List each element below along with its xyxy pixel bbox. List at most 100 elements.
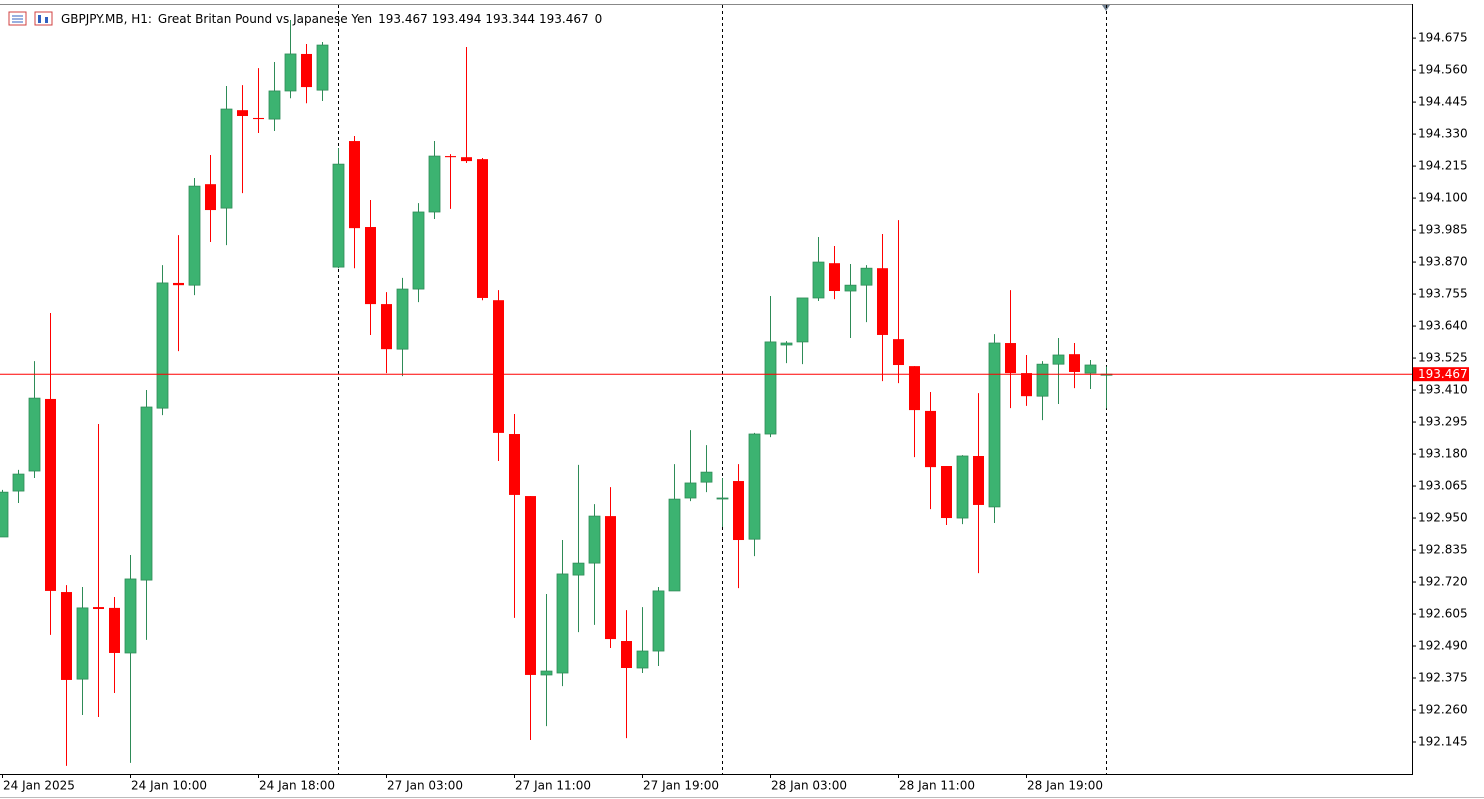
- candle-body: [1084, 364, 1097, 374]
- y-tick-label: 193.180: [1418, 447, 1468, 461]
- description: Great Britan Pound vs Japanese Yen: [158, 12, 372, 26]
- candle-body: [93, 607, 104, 610]
- x-tick-label: 28 Jan 19:00: [1027, 779, 1103, 793]
- y-tick-label: 192.605: [1418, 607, 1468, 621]
- x-tick-label: 28 Jan 11:00: [899, 779, 975, 793]
- candle-body: [1036, 363, 1049, 397]
- y-tick-label: 193.870: [1418, 255, 1468, 269]
- candle-body: [605, 516, 616, 640]
- y-tick-label: 193.065: [1418, 479, 1468, 493]
- x-tick-label: 24 Jan 18:00: [259, 779, 335, 793]
- candle-body: [829, 263, 840, 292]
- x-tick-label: 27 Jan 11:00: [515, 779, 591, 793]
- candle-body: [668, 498, 681, 592]
- candle-body: [716, 497, 729, 500]
- candle-body: [301, 53, 312, 88]
- candle-body: [1021, 373, 1032, 397]
- candle-body: [140, 406, 153, 581]
- candle-body: [509, 434, 520, 495]
- y-tick-label: 194.330: [1418, 127, 1468, 141]
- candle-body: [684, 482, 697, 499]
- candle-body: [812, 261, 825, 299]
- candle-body: [764, 341, 777, 435]
- y-tick-label: 192.260: [1418, 703, 1468, 717]
- price-label: 193.467: [1418, 367, 1468, 381]
- low-price: 193.344: [485, 12, 535, 26]
- y-tick-label: 193.985: [1418, 223, 1468, 237]
- candle-body: [0, 491, 9, 538]
- header: GBPJPY.MB, H1: Great Britan Pound vs Japa…: [61, 12, 602, 26]
- candle-body: [1069, 354, 1080, 372]
- y-tick-label: 193.295: [1418, 415, 1468, 429]
- y-tick-label: 194.675: [1418, 31, 1468, 45]
- candle-body: [365, 227, 376, 305]
- y-tick-label: 193.640: [1418, 319, 1468, 333]
- candle-body: [621, 641, 632, 668]
- candles: [0, 20, 1113, 766]
- candle-body: [956, 455, 969, 519]
- candle-body: [156, 282, 169, 409]
- candle-body: [860, 267, 873, 286]
- candle-body: [173, 282, 184, 286]
- icon-bar: [38, 15, 41, 23]
- candle-body: [12, 473, 25, 492]
- candle-body: [284, 53, 297, 92]
- candle-body: [556, 573, 569, 674]
- candle-body: [461, 157, 472, 162]
- candle-body: [316, 44, 329, 91]
- y-tick-label: 192.720: [1418, 575, 1468, 589]
- candle-body: [733, 481, 744, 541]
- y-tick-label: 194.100: [1418, 191, 1468, 205]
- candle-body: [428, 155, 441, 213]
- candle-body: [925, 410, 936, 468]
- candle-body: [61, 592, 72, 680]
- candle-body: [349, 141, 360, 229]
- candle-body: [796, 297, 809, 343]
- candle-body: [636, 650, 649, 669]
- spread: 0: [595, 12, 603, 26]
- x-tick-label: 24 Jan 2025: [3, 779, 75, 793]
- y-tick-label: 192.375: [1418, 671, 1468, 685]
- symbol: GBPJPY.MB, H1:: [61, 12, 152, 26]
- candle-body: [493, 300, 504, 433]
- candle-body: [381, 304, 392, 350]
- candle-body: [332, 163, 345, 268]
- open-price: 193.467: [378, 12, 428, 26]
- y-tick-label: 192.835: [1418, 543, 1468, 557]
- candle-body: [253, 117, 264, 120]
- y-tick-label: 194.445: [1418, 95, 1468, 109]
- candle-body: [205, 184, 216, 211]
- candle-body: [76, 607, 89, 680]
- candle-body: [220, 108, 233, 209]
- y-tick-label: 192.950: [1418, 511, 1468, 525]
- header-icons: [8, 11, 53, 26]
- candle-body: [540, 670, 553, 676]
- candle-body: [909, 366, 920, 411]
- candle-body: [748, 433, 761, 540]
- candle-body: [237, 110, 248, 117]
- candle-body: [844, 284, 857, 292]
- candle-body: [973, 455, 984, 505]
- y-tick-label: 193.755: [1418, 287, 1468, 301]
- candle-body: [124, 578, 137, 654]
- candle-body: [445, 156, 456, 158]
- candle-body: [45, 398, 56, 591]
- candle-body: [525, 496, 536, 675]
- candle-body: [780, 342, 793, 346]
- candle-body: [893, 339, 904, 366]
- y-tick-label: 193.525: [1418, 351, 1468, 365]
- candle-body: [268, 90, 281, 120]
- candle-body: [28, 397, 41, 472]
- icon-chart: [34, 11, 53, 26]
- y-tick-label: 193.410: [1418, 383, 1468, 397]
- candle-body: [700, 471, 713, 483]
- high-price: 193.494: [432, 12, 482, 26]
- x-tick-label: 27 Jan 19:00: [643, 779, 719, 793]
- x-tick-label: 28 Jan 03:00: [771, 779, 847, 793]
- candle-body: [572, 562, 585, 576]
- y-tick-label: 192.490: [1418, 639, 1468, 653]
- close-price: 193.467: [539, 12, 589, 26]
- y-tick-label: 192.145: [1418, 735, 1468, 749]
